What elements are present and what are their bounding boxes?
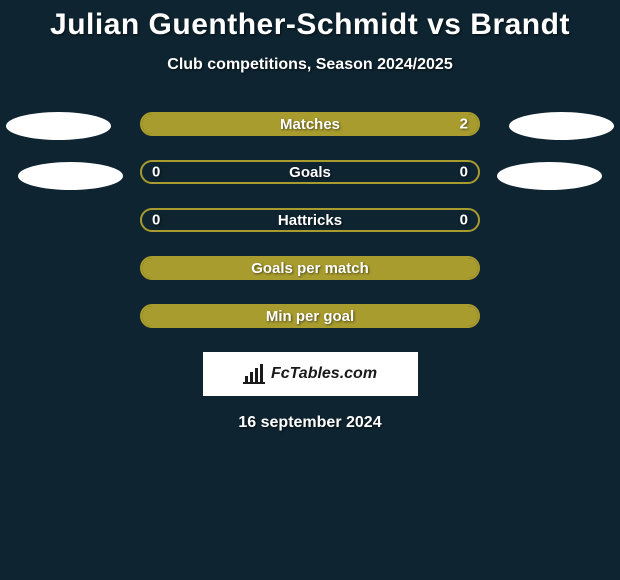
stat-bar: Min per goal <box>140 304 480 328</box>
stat-bar: 0 0 Goals <box>140 160 480 184</box>
stat-value-left: 0 <box>152 212 160 229</box>
stat-label: Goals <box>289 164 331 181</box>
stat-value-right: 2 <box>460 116 468 133</box>
stat-value-right: 0 <box>460 212 468 229</box>
stat-value-right: 0 <box>460 164 468 181</box>
date-label: 16 september 2024 <box>238 414 381 432</box>
stat-row: 0 0 Hattricks <box>0 208 620 232</box>
brand-badge: FcTables.com <box>203 352 418 396</box>
stat-row: 0 0 Goals <box>0 160 620 184</box>
stat-label: Goals per match <box>251 260 369 277</box>
stat-bar: Goals per match <box>140 256 480 280</box>
brand-name: FcTables.com <box>271 365 377 383</box>
chart-icon <box>243 364 265 384</box>
stat-value-left: 0 <box>152 164 160 181</box>
stat-label: Matches <box>280 116 340 133</box>
stats-rows: 2 Matches 0 0 Goals 0 0 Hattricks Goals per matc… <box>0 112 620 328</box>
stat-bar: 0 0 Hattricks <box>140 208 480 232</box>
comparison-infographic: Julian Guenther-Schmidt vs Brandt Club c… <box>0 0 620 432</box>
stat-row: Min per goal <box>0 304 620 328</box>
stat-row: Goals per match <box>0 256 620 280</box>
page-title: Julian Guenther-Schmidt vs Brandt <box>50 8 570 42</box>
stat-row: 2 Matches <box>0 112 620 136</box>
stat-label: Min per goal <box>266 308 354 325</box>
page-subtitle: Club competitions, Season 2024/2025 <box>167 56 452 74</box>
stat-label: Hattricks <box>278 212 342 229</box>
stat-bar: 2 Matches <box>140 112 480 136</box>
